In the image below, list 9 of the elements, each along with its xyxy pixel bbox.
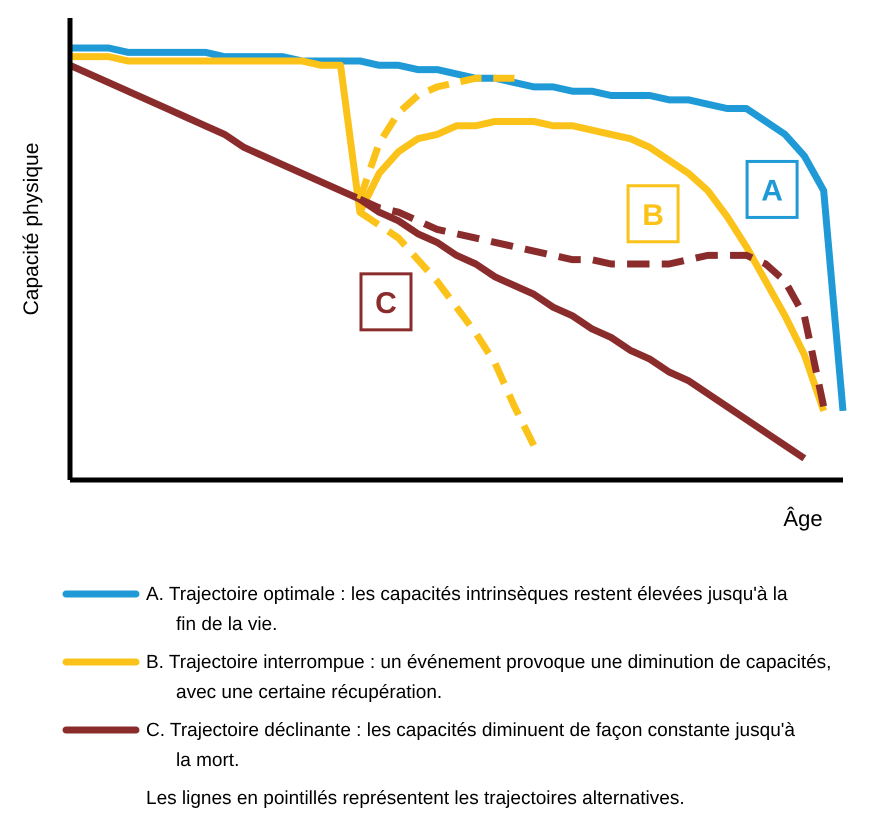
- y-axis-title: Capacité physique: [20, 142, 43, 316]
- annotation: B: [642, 198, 664, 232]
- legend-label: C. Trajectoire déclinante : les capacités diminuent de façon constante jusqu'à la mort.: [146, 720, 796, 771]
- x-axis-title: Âge: [783, 506, 823, 531]
- legend-label: B. Trajectoire interrompue : un événement provoque une diminution de capacités, avec une certaine récupération.: [146, 652, 832, 703]
- annotation: C: [375, 286, 397, 320]
- text: Les lignes en pointillés représentent les trajectoires alternatives.: [146, 788, 685, 809]
- legend-label: A. Trajectoire optimale : les capacités intrinsèques restent élevées jusqu'à la fin de la vie.: [146, 584, 788, 635]
- annotation: A: [761, 174, 783, 208]
